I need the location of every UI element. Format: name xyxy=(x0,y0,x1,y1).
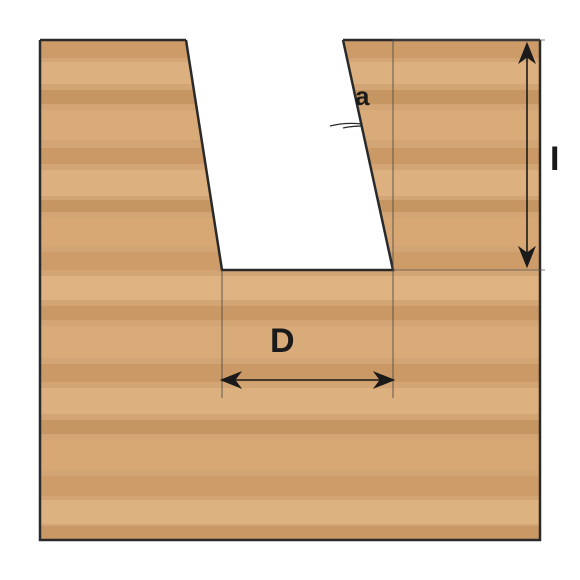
label-d: D xyxy=(270,322,295,360)
wood-texture xyxy=(40,40,540,540)
label-i: I xyxy=(550,140,559,178)
dovetail-diagram: D I a xyxy=(0,0,580,580)
label-a: a xyxy=(355,81,370,111)
diagram-container: D I a xyxy=(0,0,580,580)
angle-arc xyxy=(343,126,362,128)
